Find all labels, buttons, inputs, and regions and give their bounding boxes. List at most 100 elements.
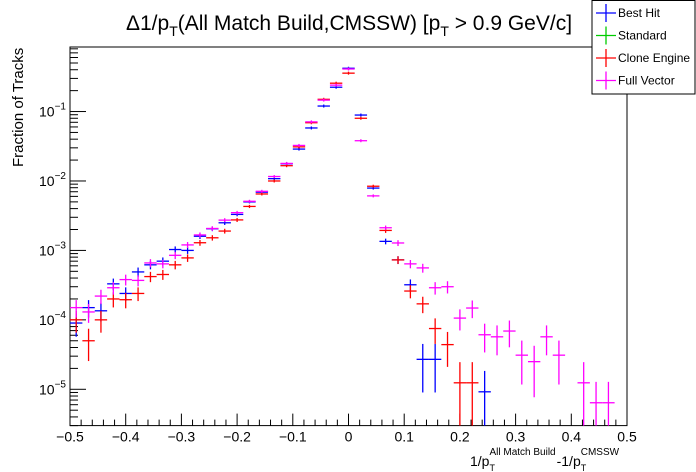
x-tick-label: 0.2 — [450, 429, 470, 445]
data-point — [317, 104, 330, 108]
data-point — [404, 260, 417, 269]
data-point — [243, 204, 256, 209]
data-point — [428, 343, 442, 393]
data-point — [478, 323, 491, 353]
legend-label: Standard — [618, 29, 667, 43]
data-point — [131, 287, 145, 302]
data-point — [255, 192, 269, 196]
data-point — [577, 362, 590, 426]
data-point — [416, 296, 429, 314]
x-axis-label-sup: CMSSW — [581, 447, 620, 458]
data-point — [428, 318, 442, 344]
data-point — [466, 300, 479, 319]
data-point — [379, 238, 392, 245]
data-point — [404, 285, 417, 299]
data-point — [342, 67, 355, 71]
data-point — [453, 309, 467, 331]
data-point — [305, 126, 318, 130]
data-point — [255, 189, 269, 193]
data-point — [94, 289, 108, 305]
x-tick-label: −0.4 — [112, 429, 140, 445]
legend: Best Hit Standard Clone Engine Full Vector — [591, 0, 696, 95]
data-point — [540, 325, 553, 356]
y-tick-label: 10−2 — [39, 171, 66, 189]
data-point — [416, 343, 429, 393]
data-point — [144, 259, 157, 268]
data-point — [354, 116, 368, 120]
data-point — [169, 260, 182, 270]
legend-item: Clone Engine — [596, 49, 690, 67]
data-point — [70, 300, 83, 318]
data-point — [181, 247, 194, 254]
data-point — [552, 340, 566, 385]
data-point — [391, 256, 405, 265]
data-point — [82, 303, 95, 323]
data-point — [428, 282, 442, 295]
plot-frame — [69, 46, 628, 427]
data-point — [391, 240, 405, 247]
data-point — [589, 381, 603, 426]
x-tick-label: 0.1 — [394, 429, 414, 445]
data-point — [206, 235, 219, 241]
x-axis-label: 1/pAll Match Build T -1/pCMSSW T — [470, 447, 620, 472]
data-point — [354, 113, 368, 117]
data-point — [206, 226, 219, 231]
data-point — [515, 340, 528, 385]
data-point — [230, 217, 244, 222]
data-point — [379, 225, 392, 231]
data-point — [527, 345, 541, 398]
x-tick-label: 0.5 — [617, 429, 637, 445]
data-point — [218, 228, 231, 234]
data-point — [119, 274, 132, 286]
y-axis-label: Fraction of Tracks — [10, 48, 27, 167]
legend-label: Best Hit — [618, 6, 661, 20]
legend-box — [591, 0, 696, 95]
x-axis-label-sub: T — [489, 463, 495, 472]
data-point — [317, 98, 330, 102]
x-axis-label-sub: T — [581, 463, 587, 472]
data-point — [218, 218, 231, 223]
data-point — [107, 282, 120, 295]
data-point — [503, 320, 516, 348]
data-point — [119, 293, 132, 309]
x-tick-label: 0.4 — [562, 429, 582, 445]
data-point — [602, 381, 615, 426]
legend-label: Full Vector — [618, 74, 675, 88]
data-marks — [70, 66, 615, 426]
series-full-vector — [70, 67, 615, 426]
series-clone-engine — [70, 71, 479, 426]
x-axis-label-sup: All Match Build — [489, 447, 555, 458]
data-point — [478, 370, 491, 426]
data-point — [181, 254, 194, 262]
legend-label: Clone Engine — [618, 51, 690, 65]
data-point — [292, 143, 306, 147]
data-point — [490, 325, 504, 356]
x-tick-label: −0.3 — [168, 429, 196, 445]
data-point — [156, 260, 170, 269]
axes: −0.5 −0.4 −0.3 −0.2 −0.1 0 0.1 0.2 0.3 0.4 0.5 10−1… — [39, 48, 637, 445]
legend-item: Full Vector — [596, 71, 675, 90]
x-tick-label: 0.3 — [506, 429, 526, 445]
data-point — [329, 83, 343, 87]
x-tick-label: −0.1 — [279, 429, 307, 445]
data-point — [243, 199, 256, 203]
data-point — [193, 232, 207, 238]
data-point — [169, 246, 182, 253]
data-point — [280, 161, 293, 165]
data-point — [342, 71, 355, 75]
data-point — [441, 281, 454, 294]
y-tick-label: 10−3 — [39, 240, 66, 258]
x-axis-label-main: -1/p — [557, 453, 581, 469]
x-tick-label: −0.2 — [223, 429, 251, 445]
data-point — [268, 179, 281, 183]
y-tick-label: 10−5 — [39, 379, 66, 397]
data-point — [268, 175, 281, 179]
data-point — [169, 251, 182, 260]
x-tick-label: 0 — [345, 429, 353, 445]
data-point — [354, 139, 368, 143]
data-point — [441, 331, 454, 367]
data-point — [181, 242, 194, 249]
data-point — [193, 239, 207, 246]
data-point — [144, 271, 157, 283]
